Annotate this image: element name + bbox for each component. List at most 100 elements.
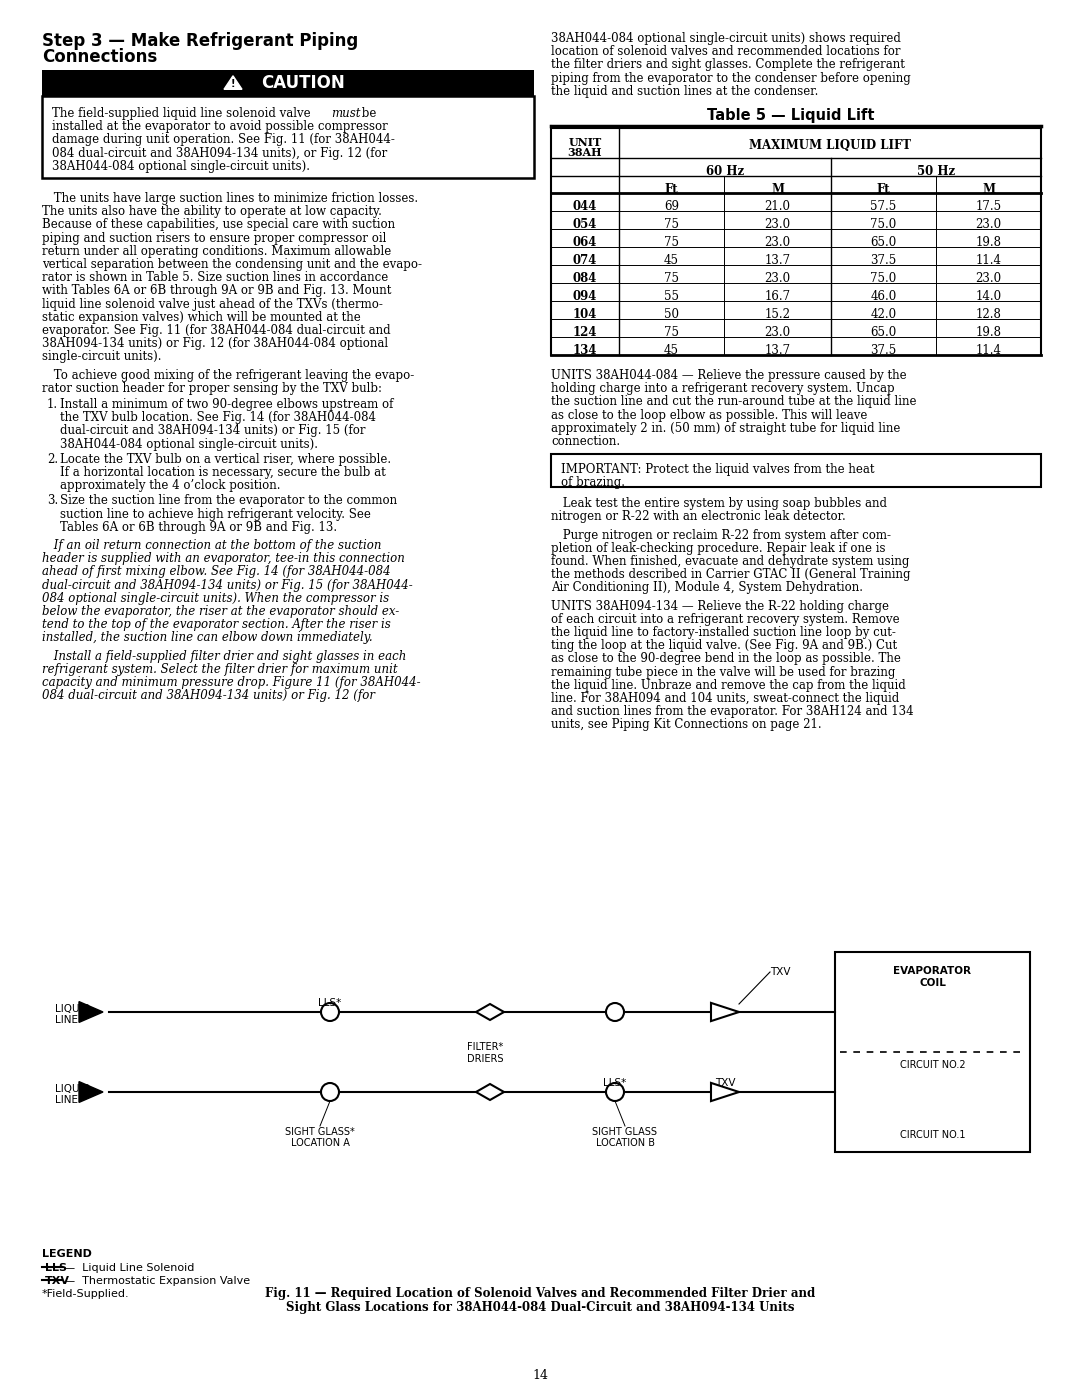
Text: SIGHT GLASS*: SIGHT GLASS* <box>285 1127 355 1137</box>
Text: Install a minimum of two 90-degree elbows upstream of: Install a minimum of two 90-degree elbow… <box>60 398 393 411</box>
Text: 16.7: 16.7 <box>765 291 791 303</box>
Text: holding charge into a refrigerant recovery system. Uncap: holding charge into a refrigerant recove… <box>551 383 894 395</box>
Text: 38AH094-134 units) or Fig. 12 (for 38AH044-084 optional: 38AH094-134 units) or Fig. 12 (for 38AH0… <box>42 337 388 351</box>
Text: 37.5: 37.5 <box>870 344 896 358</box>
Text: the TXV bulb location. See Fig. 14 (for 38AH044-084: the TXV bulb location. See Fig. 14 (for … <box>60 411 376 425</box>
Text: 11.4: 11.4 <box>975 254 1001 267</box>
Text: remaining tube piece in the valve will be used for brazing: remaining tube piece in the valve will b… <box>551 665 895 679</box>
Text: 084 optional single-circuit units). When the compressor is: 084 optional single-circuit units). When… <box>42 592 389 605</box>
Text: 3.: 3. <box>48 495 58 507</box>
Bar <box>42 96 534 177</box>
Text: Sight Glass Locations for 38AH044-084 Dual-Circuit and 38AH094-134 Units: Sight Glass Locations for 38AH044-084 Du… <box>286 1301 794 1315</box>
Text: installed, the suction line can elbow down immediately.: installed, the suction line can elbow do… <box>42 631 373 644</box>
Text: vertical separation between the condensing unit and the evapo-: vertical separation between the condensi… <box>42 258 422 271</box>
Text: 75: 75 <box>664 272 679 285</box>
Text: pletion of leak-checking procedure. Repair leak if one is: pletion of leak-checking procedure. Repa… <box>551 542 886 555</box>
Text: LLS*: LLS* <box>604 1078 626 1088</box>
Text: 55: 55 <box>664 291 679 303</box>
Text: be: be <box>357 108 376 120</box>
Text: the liquid line. Unbraze and remove the cap from the liquid: the liquid line. Unbraze and remove the … <box>551 679 906 692</box>
Text: nitrogen or R-22 with an electronic leak detector.: nitrogen or R-22 with an electronic leak… <box>551 510 846 524</box>
Text: 45: 45 <box>664 254 679 267</box>
Bar <box>835 951 1030 1153</box>
Polygon shape <box>79 1081 103 1102</box>
Text: 14: 14 <box>532 1369 548 1382</box>
Text: CAUTION: CAUTION <box>261 74 345 92</box>
Text: damage during unit operation. See Fig. 11 (for 38AH044-: damage during unit operation. See Fig. 1… <box>52 133 395 147</box>
Text: LEGEND: LEGEND <box>42 1249 92 1259</box>
Text: 69: 69 <box>664 200 679 212</box>
Text: LINE: LINE <box>55 1016 78 1025</box>
Polygon shape <box>476 1084 504 1099</box>
Text: must: must <box>330 108 361 120</box>
Text: rator suction header for proper sensing by the TXV bulb:: rator suction header for proper sensing … <box>42 381 382 395</box>
Text: 42.0: 42.0 <box>870 307 896 321</box>
Text: 084 dual-circuit and 38AH094-134 units) or Fig. 12 (for: 084 dual-circuit and 38AH094-134 units) … <box>42 689 375 703</box>
Text: 084: 084 <box>572 272 597 285</box>
Text: 57.5: 57.5 <box>870 200 896 212</box>
Text: the methods described in Carrier GTAC II (General Training: the methods described in Carrier GTAC II… <box>551 569 910 581</box>
Text: tend to the top of the evaporator section. After the riser is: tend to the top of the evaporator sectio… <box>42 619 391 631</box>
Text: 46.0: 46.0 <box>870 291 896 303</box>
Text: M: M <box>771 183 784 196</box>
Text: 38AH: 38AH <box>568 147 603 158</box>
Text: TXV: TXV <box>715 1078 735 1088</box>
Text: FILTER*: FILTER* <box>467 1042 503 1052</box>
Text: Tables 6A or 6B through 9A or 9B and Fig. 13.: Tables 6A or 6B through 9A or 9B and Fig… <box>60 521 337 534</box>
Circle shape <box>606 1083 624 1101</box>
Text: !: ! <box>231 78 235 89</box>
Bar <box>42 70 534 96</box>
Text: refrigerant system. Select the filter drier for maximum unit: refrigerant system. Select the filter dr… <box>42 662 397 676</box>
Text: the liquid line to factory-installed suction line loop by cut-: the liquid line to factory-installed suc… <box>551 626 896 638</box>
Text: Fig. 11 — Required Location of Solenoid Valves and Recommended Filter Drier and: Fig. 11 — Required Location of Solenoid … <box>265 1287 815 1301</box>
Text: The field-supplied liquid line solenoid valve: The field-supplied liquid line solenoid … <box>52 108 314 120</box>
Text: 50: 50 <box>664 307 679 321</box>
Text: Leak test the entire system by using soap bubbles and: Leak test the entire system by using soa… <box>551 497 887 510</box>
Text: piping from the evaporator to the condenser before opening: piping from the evaporator to the conden… <box>551 71 910 85</box>
Text: suction line to achieve high refrigerant velocity. See: suction line to achieve high refrigerant… <box>60 507 370 521</box>
Text: The units have large suction lines to minimize friction losses.: The units have large suction lines to mi… <box>42 191 418 205</box>
Text: capacity and minimum pressure drop. Figure 11 (for 38AH044-: capacity and minimum pressure drop. Figu… <box>42 676 420 689</box>
Text: LLS: LLS <box>45 1263 67 1273</box>
Text: —  Thermostatic Expansion Valve: — Thermostatic Expansion Valve <box>64 1275 251 1287</box>
Text: header is supplied with an evaporator, tee-in this connection: header is supplied with an evaporator, t… <box>42 552 405 566</box>
Text: MAXIMUM LIQUID LIFT: MAXIMUM LIQUID LIFT <box>750 138 912 152</box>
Text: If a horizontal location is necessary, secure the bulb at: If a horizontal location is necessary, s… <box>60 467 386 479</box>
Text: 23.0: 23.0 <box>765 272 791 285</box>
Text: 2.: 2. <box>48 453 58 465</box>
Text: approximately the 4 o’clock position.: approximately the 4 o’clock position. <box>60 479 281 492</box>
Text: 044: 044 <box>572 200 597 212</box>
Text: LLS*: LLS* <box>319 997 341 1009</box>
Text: as close to the loop elbow as possible. This will leave: as close to the loop elbow as possible. … <box>551 408 867 422</box>
Text: 13.7: 13.7 <box>765 254 791 267</box>
Text: liquid line solenoid valve just ahead of the TXVs (thermo-: liquid line solenoid valve just ahead of… <box>42 298 383 310</box>
Text: 21.0: 21.0 <box>765 200 791 212</box>
Text: 23.0: 23.0 <box>975 272 1001 285</box>
Text: 134: 134 <box>572 344 597 358</box>
Text: evaporator. See Fig. 11 (for 38AH044-084 dual-circuit and: evaporator. See Fig. 11 (for 38AH044-084… <box>42 324 391 337</box>
Text: Ft: Ft <box>877 183 890 196</box>
Text: with Tables 6A or 6B through 9A or 9B and Fig. 13. Mount: with Tables 6A or 6B through 9A or 9B an… <box>42 285 391 298</box>
Text: *Field-Supplied.: *Field-Supplied. <box>42 1289 130 1299</box>
Polygon shape <box>711 1003 739 1021</box>
Text: LOCATION B: LOCATION B <box>595 1139 654 1148</box>
Text: the filter driers and sight glasses. Complete the refrigerant: the filter driers and sight glasses. Com… <box>551 59 905 71</box>
Text: and suction lines from the evaporator. For 38AH124 and 134: and suction lines from the evaporator. F… <box>551 705 914 718</box>
Text: rator is shown in Table 5. Size suction lines in accordance: rator is shown in Table 5. Size suction … <box>42 271 388 284</box>
Text: 12.8: 12.8 <box>975 307 1001 321</box>
Text: —  Liquid Line Solenoid: — Liquid Line Solenoid <box>64 1263 194 1273</box>
Text: ting the loop at the liquid valve. (See Fig. 9A and 9B.) Cut: ting the loop at the liquid valve. (See … <box>551 640 897 652</box>
Text: return under all operating conditions. Maximum allowable: return under all operating conditions. M… <box>42 244 391 258</box>
Text: 65.0: 65.0 <box>870 326 896 339</box>
Text: the liquid and suction lines at the condenser.: the liquid and suction lines at the cond… <box>551 85 819 98</box>
Text: 23.0: 23.0 <box>765 236 791 249</box>
Text: dual-circuit and 38AH094-134 units) or Fig. 15 (for 38AH044-: dual-circuit and 38AH094-134 units) or F… <box>42 578 413 591</box>
Text: IMPORTANT: Protect the liquid valves from the heat: IMPORTANT: Protect the liquid valves fro… <box>561 464 875 476</box>
Text: of brazing.: of brazing. <box>561 476 625 489</box>
Text: 15.2: 15.2 <box>765 307 791 321</box>
Text: COIL: COIL <box>919 978 946 988</box>
Text: LINE: LINE <box>55 1095 78 1105</box>
Text: found. When finished, evacuate and dehydrate system using: found. When finished, evacuate and dehyd… <box>551 555 909 569</box>
Text: CIRCUIT NO.1: CIRCUIT NO.1 <box>900 1130 966 1140</box>
Text: 084 dual-circuit and 38AH094-134 units), or Fig. 12 (for: 084 dual-circuit and 38AH094-134 units),… <box>52 147 388 159</box>
